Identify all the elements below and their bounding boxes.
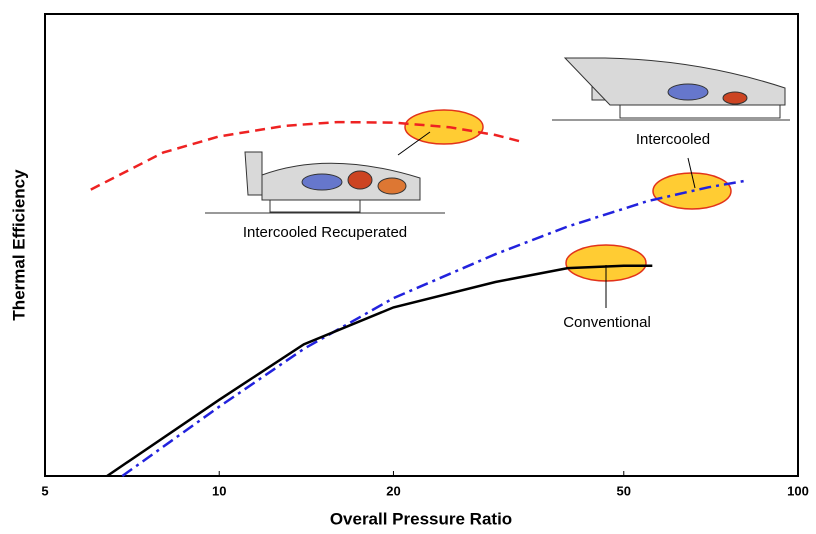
series-line xyxy=(90,120,520,191)
sketch-part xyxy=(667,83,709,101)
sketch-fan xyxy=(244,151,263,196)
sketch-part xyxy=(269,199,361,213)
x-tick-label: 10 xyxy=(212,483,226,498)
annotation: Intercooled Recuperated xyxy=(243,224,407,241)
plot-frame xyxy=(44,13,799,477)
sketch-part xyxy=(347,170,373,190)
leader-line xyxy=(397,131,431,156)
x-tick-label: 5 xyxy=(41,483,48,498)
engine-sketch-intercooled xyxy=(552,57,790,121)
sketch-part xyxy=(619,104,781,119)
leader-line xyxy=(687,157,696,189)
series-line xyxy=(106,264,653,478)
x-tick-label: 20 xyxy=(386,483,400,498)
engine-sketch-intercooled-recuperated xyxy=(205,151,445,214)
annotation: Intercooled xyxy=(636,131,710,148)
series-line xyxy=(121,179,749,478)
sketch-part xyxy=(377,177,407,195)
sketch-part xyxy=(301,173,343,191)
x-tick-label: 50 xyxy=(617,483,631,498)
x-axis-title: Overall Pressure Ratio xyxy=(330,509,512,528)
highlight xyxy=(404,109,484,145)
sketch-part xyxy=(722,91,748,105)
x-tick-label: 100 xyxy=(787,483,809,498)
y-axis-title: Thermal Efficiency xyxy=(9,169,28,321)
annotation: Conventional xyxy=(563,314,651,331)
